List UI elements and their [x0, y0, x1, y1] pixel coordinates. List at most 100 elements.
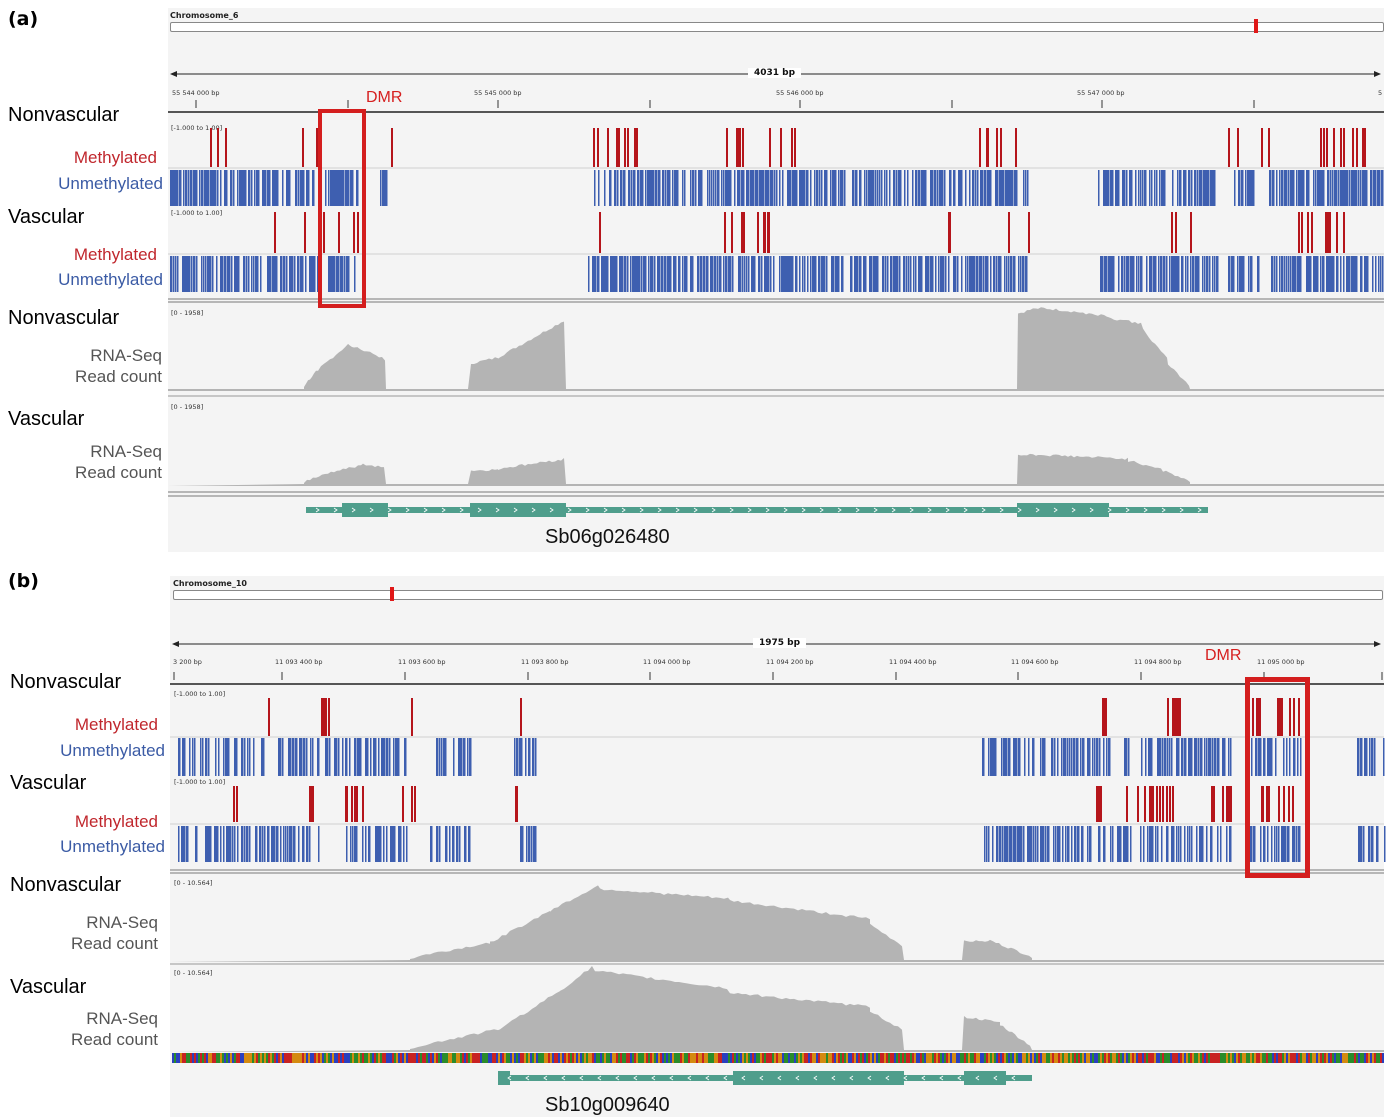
unmethylated-site	[1163, 256, 1165, 292]
unmethylated-site	[263, 170, 265, 206]
unmethylated-site	[185, 256, 187, 292]
base-call	[1382, 1053, 1384, 1063]
strand-chevron	[459, 507, 464, 513]
base-call	[786, 1053, 788, 1063]
base-call	[610, 1053, 612, 1063]
base-call	[196, 1053, 198, 1063]
unmethylated-site	[1369, 826, 1371, 862]
unmethylated-site	[852, 170, 854, 206]
base-call	[856, 1053, 858, 1063]
base-call	[1326, 1053, 1328, 1063]
unmethylated-site	[1366, 738, 1368, 776]
unmethylated-site	[351, 170, 353, 206]
unmethylated-site	[662, 256, 664, 292]
strand-chevron	[903, 1075, 908, 1081]
methylation-track-b-nonvascular[interactable]	[170, 688, 1385, 778]
unmethylated-site	[1358, 826, 1360, 862]
methylation-track-a-vascular[interactable]	[168, 206, 1384, 296]
base-call	[1272, 1053, 1274, 1063]
unmethylated-site	[244, 826, 246, 862]
methylated-site	[1226, 786, 1228, 822]
unmethylated-site	[960, 170, 962, 206]
unmethylated-site	[1199, 826, 1201, 862]
unmethylated-site	[346, 256, 348, 292]
unmethylated-site	[329, 738, 331, 776]
unmethylated-site	[220, 826, 222, 862]
rnaseq-coverage-a-vascular[interactable]	[168, 398, 1384, 488]
base-call	[530, 1053, 532, 1063]
base-call	[358, 1053, 360, 1063]
methylated-site	[1211, 786, 1213, 822]
base-call	[1370, 1053, 1372, 1063]
base-call	[1192, 1053, 1194, 1063]
unmethylated-site	[939, 170, 941, 206]
strand-chevron	[585, 507, 590, 513]
base-call	[1324, 1053, 1326, 1063]
unmethylated-site	[1159, 170, 1161, 206]
unmethylated-site	[369, 826, 371, 862]
unmethylated-site	[1022, 256, 1024, 292]
dmr-box-b[interactable]	[1245, 677, 1310, 878]
unmethylated-site	[531, 826, 533, 862]
unmethylated-site	[1210, 738, 1212, 776]
unmethylated-site	[1087, 738, 1089, 776]
methylated-site	[1169, 786, 1171, 822]
unmethylated-site	[1174, 256, 1176, 292]
methylation-track-b-vascular[interactable]	[170, 776, 1386, 866]
unmethylated-site	[1229, 826, 1231, 862]
dmr-box-a[interactable]	[318, 109, 366, 308]
unmethylated-site	[1185, 256, 1187, 292]
base-call	[680, 1053, 682, 1063]
unmethylated-site	[183, 170, 185, 206]
unmethylated-site	[354, 256, 356, 292]
unmethylated-site	[1188, 170, 1190, 206]
unmethylated-site	[439, 738, 441, 776]
unmethylated-site	[260, 256, 262, 292]
tick-label-b: 11 094 800 bp	[1134, 658, 1182, 666]
unmethylated-site	[1192, 256, 1194, 292]
gene-model-a[interactable]	[168, 500, 1384, 520]
strand-chevron	[747, 507, 752, 513]
unmethylated-site	[860, 256, 862, 292]
unmethylated-site	[826, 256, 828, 292]
unmethylated-site	[189, 256, 191, 292]
unmethylated-site	[996, 170, 998, 206]
methylated-site	[210, 128, 212, 167]
base-call	[1236, 1053, 1238, 1063]
chromosome-b-ideogram[interactable]	[173, 590, 1383, 600]
unmethylated-site	[383, 170, 385, 206]
base-call	[532, 1053, 534, 1063]
rnaseq-coverage-b-nonvascular[interactable]	[170, 874, 1384, 964]
unmethylated-site	[699, 170, 701, 206]
unmethylated-site	[803, 170, 805, 206]
unmethylated-site	[1001, 170, 1003, 206]
unmethylated-site	[170, 256, 172, 292]
methylation-track-a-nonvascular[interactable]	[168, 120, 1384, 208]
base-call	[702, 1053, 704, 1063]
sequence-track-b[interactable]	[172, 1053, 1386, 1065]
rnaseq-coverage-b-vascular[interactable]	[170, 964, 1384, 1054]
unmethylated-site	[959, 170, 961, 206]
rnaseq-coverage-a-nonvascular[interactable]	[168, 303, 1384, 393]
gene-model-b[interactable]	[170, 1068, 1384, 1088]
unmethylated-site	[267, 170, 269, 206]
unmethylated-site	[833, 170, 835, 206]
unmethylated-site	[234, 826, 236, 862]
unmethylated-site	[1196, 826, 1198, 862]
base-call	[378, 1053, 380, 1063]
unmethylated-site	[1075, 826, 1077, 862]
base-call	[1368, 1053, 1370, 1063]
unmethylated-site	[678, 256, 680, 292]
chromosome-a-ideogram[interactable]	[170, 22, 1384, 32]
base-call	[222, 1053, 224, 1063]
unmethylated-site	[1346, 256, 1348, 292]
base-call	[1282, 1053, 1284, 1063]
strand-chevron	[1053, 507, 1058, 513]
base-call	[558, 1053, 560, 1063]
unmethylated-site	[995, 170, 997, 206]
base-call	[388, 1053, 390, 1063]
methylated-site	[312, 786, 314, 822]
unmethylated-site	[1008, 256, 1010, 292]
unmethylated-site	[871, 170, 873, 206]
unmethylated-site	[1000, 826, 1002, 862]
